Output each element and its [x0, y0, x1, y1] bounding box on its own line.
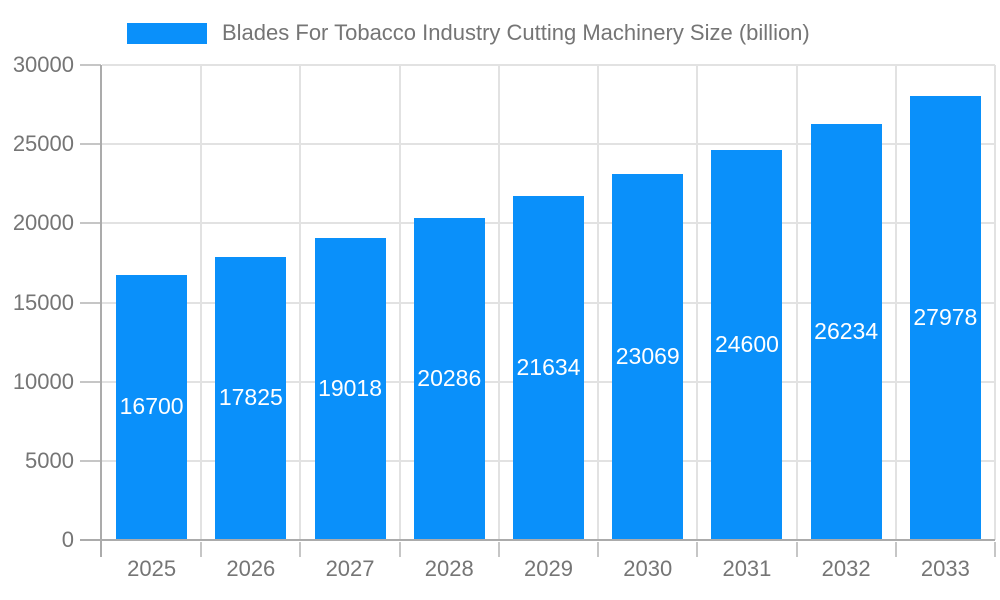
x-axis-tick: [299, 542, 302, 557]
bar-2026[interactable]: 17825: [215, 256, 287, 539]
bar-value-label: 20286: [417, 364, 482, 391]
x-axis-label-2033: 2033: [920, 556, 970, 581]
y-axis-line: [100, 65, 102, 557]
x-axis-tick: [894, 542, 897, 557]
gridline-horizontal: [102, 64, 995, 66]
legend-label[interactable]: Blades For Tobacco Industry Cutting Mach…: [222, 20, 810, 45]
x-axis-label-2025: 2025: [127, 556, 177, 581]
gridline-vertical: [597, 65, 600, 540]
x-axis-tick: [398, 542, 401, 557]
bar-2025[interactable]: 16700: [116, 274, 188, 539]
y-axis-tick: [80, 301, 101, 304]
y-axis-label: 0: [61, 527, 74, 552]
y-axis-label: 10000: [12, 368, 74, 394]
gridline-vertical: [994, 65, 996, 540]
x-axis-tick: [696, 542, 699, 557]
y-axis-label: 15000: [12, 289, 74, 315]
bar-value-label: 26234: [814, 317, 879, 344]
bar-value-label: 27978: [913, 303, 978, 330]
legend: Blades For Tobacco Industry Cutting Mach…: [0, 0, 1000, 56]
y-axis-tick: [80, 143, 101, 146]
gridline-vertical: [795, 65, 798, 540]
x-axis-tick: [994, 542, 996, 557]
x-axis-label-2027: 2027: [325, 556, 375, 581]
bar-2030[interactable]: 23069: [612, 173, 684, 539]
gridline-vertical: [894, 65, 897, 540]
bar-value-label: 19018: [318, 374, 383, 401]
gridline-vertical: [299, 65, 302, 540]
x-axis-label-2028: 2028: [424, 556, 474, 581]
bar-value-label: 23069: [615, 342, 680, 369]
legend-swatch[interactable]: [127, 23, 207, 44]
bar-value-label: 17825: [218, 384, 283, 411]
gridline-vertical: [398, 65, 401, 540]
x-axis-line: [80, 539, 995, 541]
gridline-vertical: [200, 65, 203, 540]
bar-2033[interactable]: 27978: [909, 96, 981, 539]
x-axis-label-2026: 2026: [226, 556, 276, 581]
y-axis-tick: [80, 64, 101, 66]
bar-2032[interactable]: 26234: [810, 123, 882, 539]
bar-value-label: 21634: [516, 354, 581, 381]
x-axis-label-2031: 2031: [722, 556, 772, 581]
y-axis-tick: [80, 459, 101, 462]
bar-2029[interactable]: 21634: [513, 196, 584, 539]
gridline-vertical: [497, 65, 500, 540]
gridline-horizontal: [102, 143, 995, 146]
x-axis-tick: [200, 542, 203, 557]
x-axis-label-2029: 2029: [524, 556, 573, 581]
y-axis-tick: [80, 380, 101, 383]
y-axis-label: 20000: [12, 210, 74, 236]
y-axis-label: 30000: [12, 52, 74, 77]
y-axis-label: 5000: [25, 447, 74, 473]
x-axis-tick: [597, 542, 600, 557]
bar-value-label: 24600: [714, 330, 779, 357]
y-axis-label: 25000: [12, 131, 74, 157]
bar-value-label: 16700: [119, 393, 184, 420]
x-axis-label-2032: 2032: [821, 556, 871, 581]
x-axis-tick: [795, 542, 798, 557]
bar-2031[interactable]: 24600: [711, 149, 783, 539]
bar-2028[interactable]: 20286: [413, 217, 485, 539]
bar-2027[interactable]: 19018: [314, 237, 386, 539]
y-axis-tick: [80, 222, 101, 225]
x-axis-tick: [497, 542, 500, 557]
gridline-vertical: [696, 65, 699, 540]
x-axis-label-2030: 2030: [623, 556, 673, 581]
